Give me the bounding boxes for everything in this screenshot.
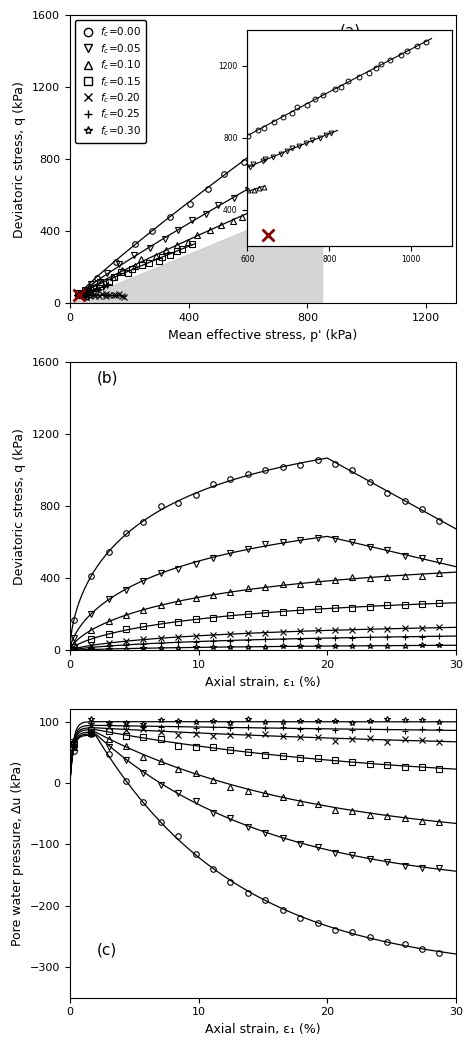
X-axis label: Axial strain, ε₁ (%): Axial strain, ε₁ (%) <box>205 675 321 689</box>
Y-axis label: Deviatoric stress, q (kPa): Deviatoric stress, q (kPa) <box>13 81 27 238</box>
Y-axis label: Deviatoric stress, q (kPa): Deviatoric stress, q (kPa) <box>13 428 27 585</box>
Y-axis label: Pore water pressure, Δu (kPa): Pore water pressure, Δu (kPa) <box>11 761 24 946</box>
X-axis label: Axial strain, ε₁ (%): Axial strain, ε₁ (%) <box>205 1023 321 1035</box>
Legend: $\it{f}$$_c$=0.00, $\it{f}$$_c$=0.05, $\it{f}$$_c$=0.10, $\it{f}$$_c$=0.15, $\it: $\it{f}$$_c$=0.00, $\it{f}$$_c$=0.05, $\… <box>75 20 146 143</box>
Text: (b): (b) <box>97 371 118 386</box>
X-axis label: Mean effective stress, p' (kPa): Mean effective stress, p' (kPa) <box>168 329 357 341</box>
Text: (c): (c) <box>97 942 117 957</box>
Text: (a): (a) <box>340 24 361 39</box>
Polygon shape <box>70 199 322 304</box>
